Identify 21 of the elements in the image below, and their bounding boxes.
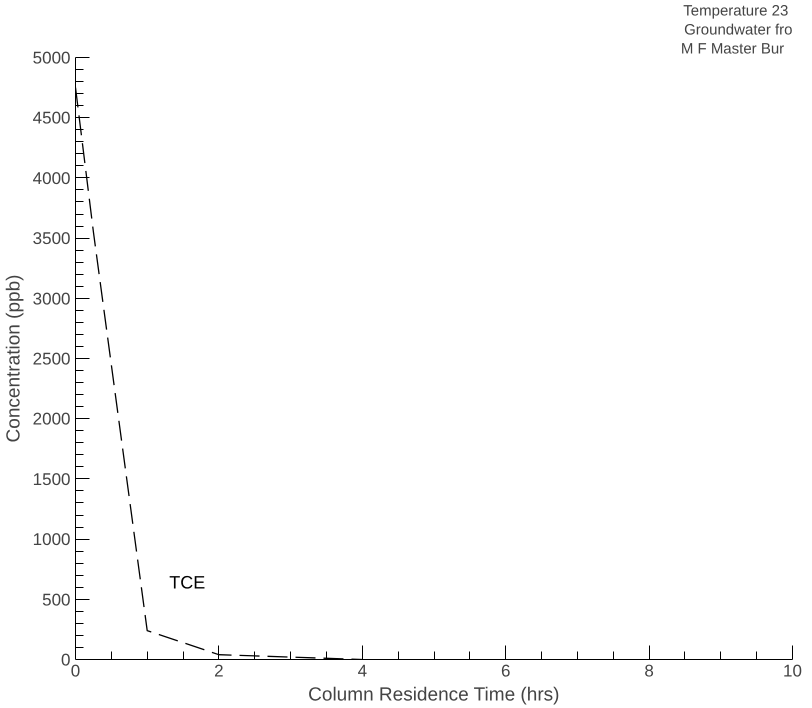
y-tick-label: 2000	[32, 410, 71, 429]
y-tick-label: 1000	[32, 530, 71, 550]
y-tick-label: 500	[42, 590, 71, 610]
x-tick-label: 8	[644, 662, 654, 680]
y-axis-title: Concentration (ppb)	[4, 274, 25, 442]
y-tick-label: 4000	[32, 168, 71, 188]
series-label: TCE	[169, 572, 206, 593]
annotation: M F Master Bur	[680, 40, 784, 58]
text: Temperature 23	[683, 2, 788, 20]
y-tick-label: 5000	[32, 48, 71, 68]
x-tick-label: 10	[783, 662, 802, 680]
text: Groundwater fro	[684, 22, 793, 38]
x-tick-label: 2	[214, 662, 224, 680]
y-tick-label: 3500	[32, 229, 71, 248]
x-tick-label: 4	[358, 662, 368, 680]
y-tick-label: 1500	[32, 470, 71, 489]
x-axis-title: Column Residence Time (hrs)	[308, 684, 560, 706]
x-tick-label: 6	[500, 662, 510, 680]
y-tick-label: 2500	[32, 350, 71, 368]
y-tick-label: 3000	[32, 289, 71, 308]
y-tick-label: 4500	[32, 108, 71, 128]
